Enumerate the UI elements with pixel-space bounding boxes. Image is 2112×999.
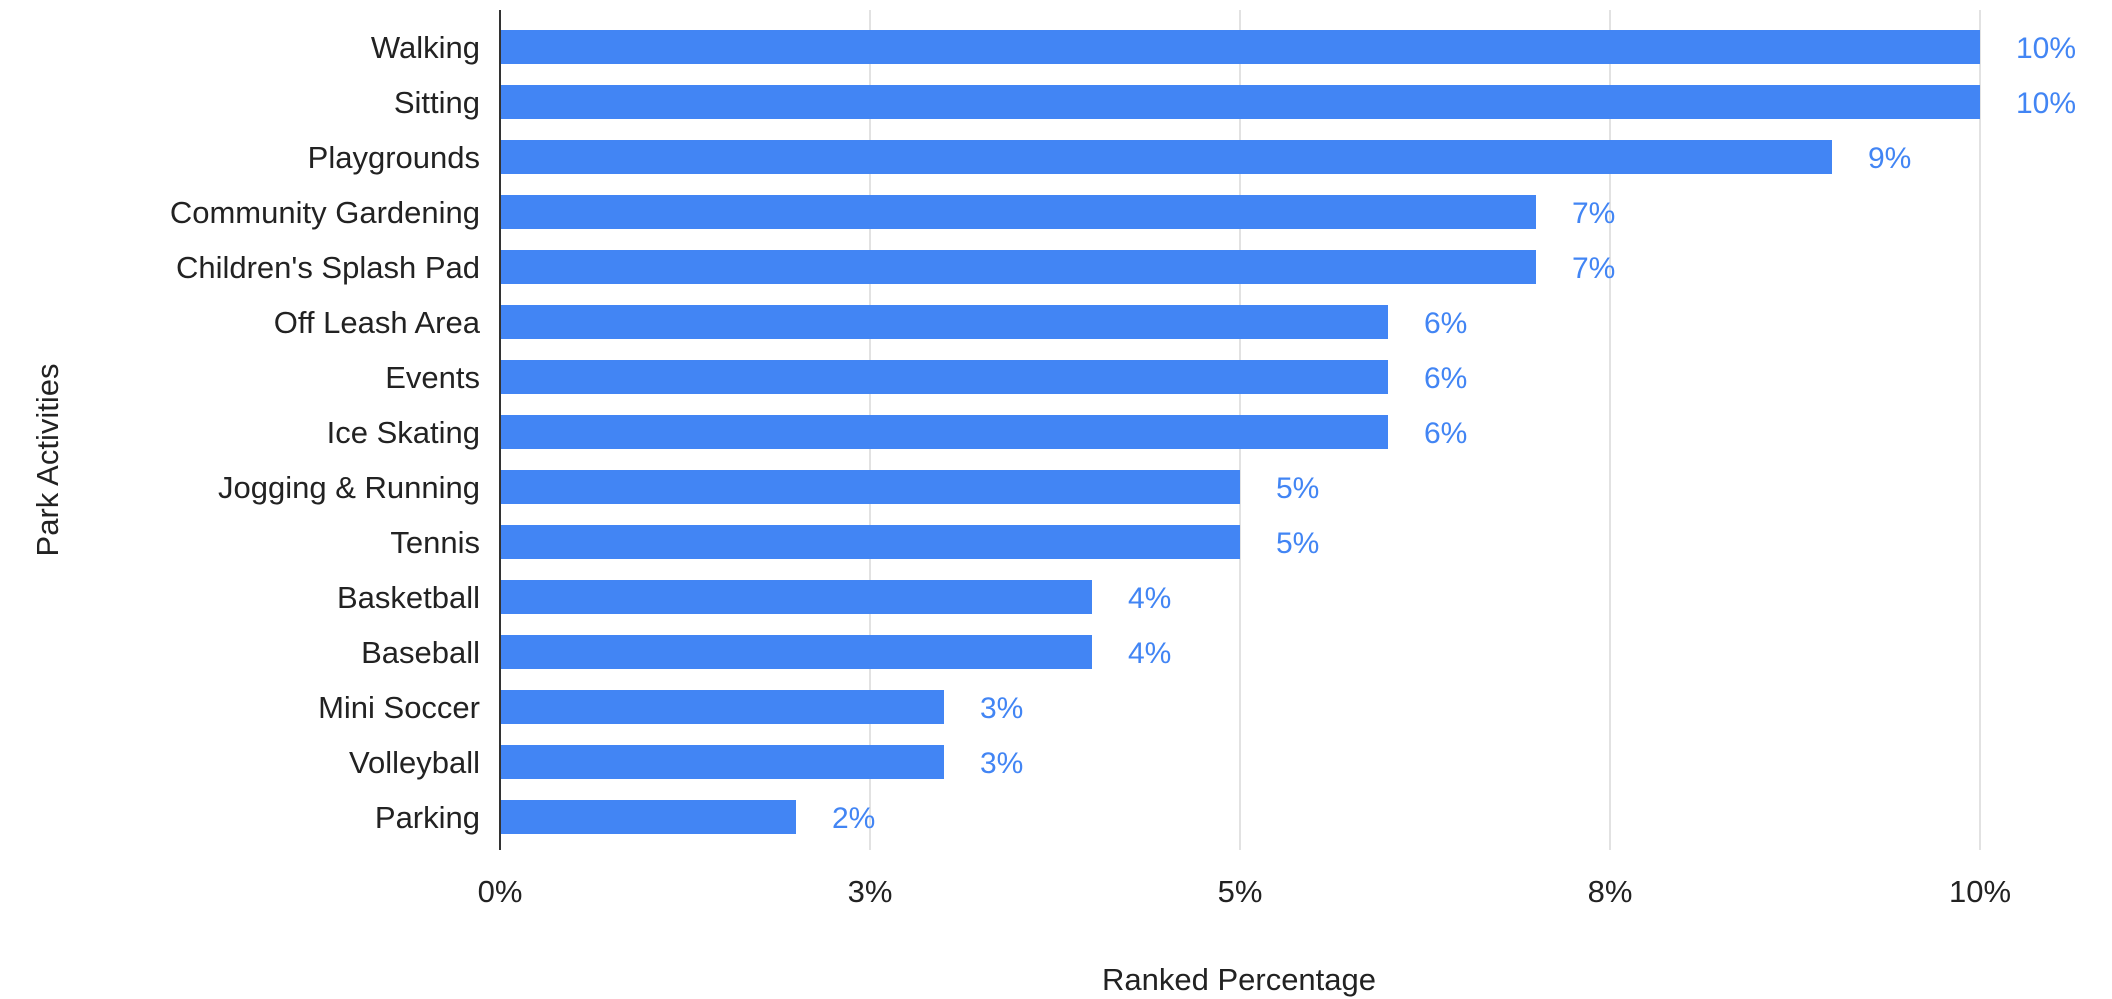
data-label: 4%: [1128, 582, 1171, 615]
data-label: 6%: [1424, 417, 1467, 450]
category-label: Baseball: [361, 635, 480, 670]
bar: [500, 745, 944, 779]
bar: [500, 140, 1832, 174]
data-label: 6%: [1424, 362, 1467, 395]
x-tick-label: 5%: [1218, 874, 1263, 909]
bar: [500, 525, 1240, 559]
bar: [500, 415, 1388, 449]
data-label: 2%: [832, 802, 875, 835]
bar: [500, 30, 1980, 64]
data-label: 7%: [1572, 197, 1615, 230]
category-label: Community Gardening: [170, 195, 480, 230]
data-label: 4%: [1128, 637, 1171, 670]
category-label: Events: [385, 360, 480, 395]
bar: [500, 470, 1240, 504]
category-label: Ice Skating: [327, 415, 480, 450]
data-labels: 10% 10% 9% 7% 7% 6% 6% 6% 5% 5% 4% 4% 3% 3% 2%: [832, 32, 2076, 835]
data-label: 7%: [1572, 252, 1615, 285]
bar: [500, 635, 1092, 669]
data-label: 5%: [1276, 472, 1319, 505]
x-tick-label: 8%: [1588, 874, 1633, 909]
data-label: 3%: [980, 747, 1023, 780]
data-label: 6%: [1424, 307, 1467, 340]
bar: [500, 85, 1980, 119]
bar: [500, 580, 1092, 614]
x-tick-labels: 0% 3% 5% 8% 10%: [478, 874, 2011, 909]
bar: [500, 690, 944, 724]
data-label: 3%: [980, 692, 1023, 725]
bars: [500, 30, 1980, 834]
data-label: 10%: [2016, 32, 2076, 65]
bar: [500, 800, 796, 834]
bar: [500, 195, 1536, 229]
category-label: Sitting: [394, 85, 480, 120]
bar: [500, 250, 1536, 284]
category-label: Volleyball: [349, 745, 480, 780]
y-axis-title: Park Activities: [30, 364, 65, 557]
x-tick-label: 3%: [848, 874, 893, 909]
bar: [500, 360, 1388, 394]
x-tick-label: 10%: [1949, 874, 2011, 909]
bar: [500, 305, 1388, 339]
data-label: 9%: [1868, 142, 1911, 175]
category-label: Tennis: [390, 525, 480, 560]
category-label: Walking: [371, 30, 480, 65]
category-label: Off Leash Area: [274, 305, 481, 340]
x-tick-label: 0%: [478, 874, 523, 909]
category-labels: Walking Sitting Playgrounds Community Garde…: [170, 30, 481, 835]
category-label: Children's Splash Pad: [176, 250, 480, 285]
category-label: Parking: [375, 800, 480, 835]
category-label: Basketball: [337, 580, 480, 615]
data-label: 10%: [2016, 87, 2076, 120]
category-label: Mini Soccer: [318, 690, 480, 725]
category-label: Playgrounds: [308, 140, 480, 175]
data-label: 5%: [1276, 527, 1319, 560]
category-label: Jogging & Running: [218, 470, 480, 505]
x-axis-title: Ranked Percentage: [1102, 962, 1376, 997]
